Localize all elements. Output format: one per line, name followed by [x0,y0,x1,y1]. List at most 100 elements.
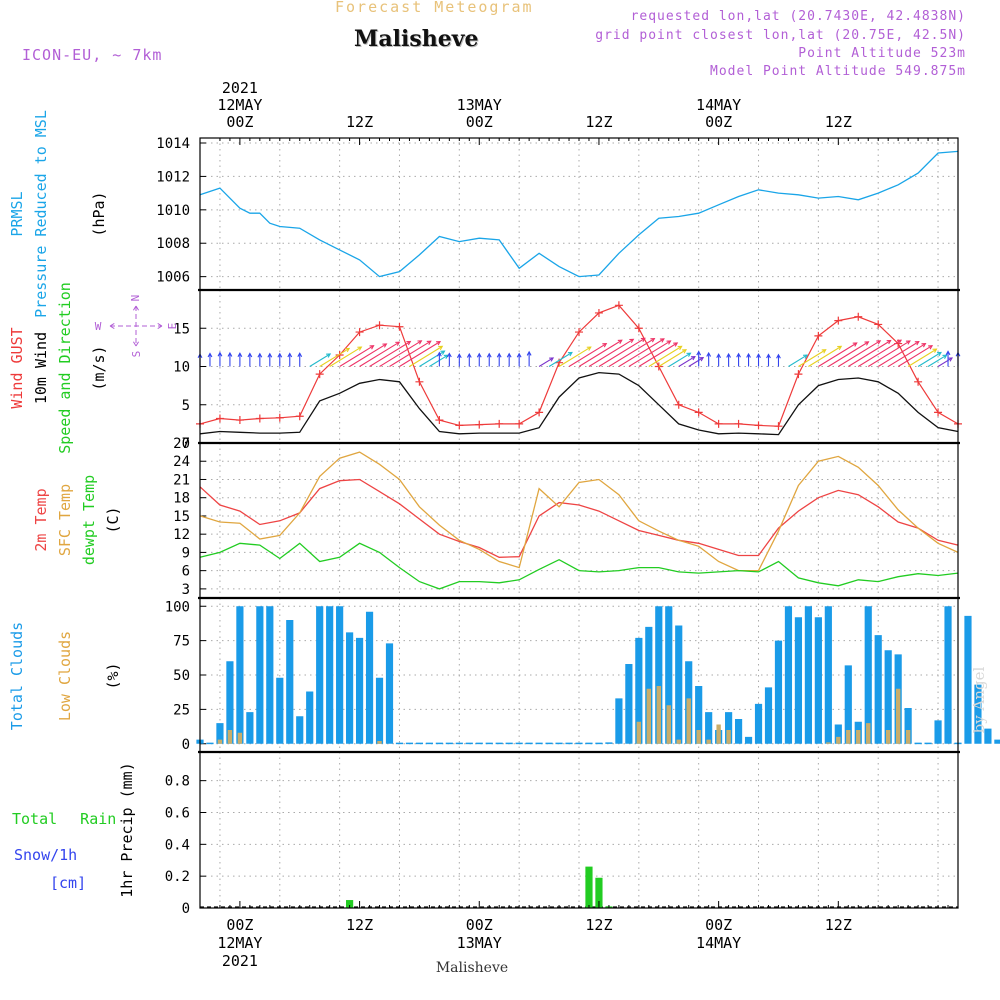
wind-gust-point [215,414,224,423]
total-cloud-bar [326,606,334,744]
wind-arrow [788,354,808,367]
lines-layer [196,150,962,590]
wind-arrow [818,342,858,367]
total-cloud-bar [375,677,384,744]
dewpt-label: dewpt Temp [80,475,98,565]
wind-arrow-head [438,345,444,351]
total-cloud-bar [216,723,224,744]
y-tick-label: 12 [173,527,190,543]
wind-arrow [678,356,696,367]
low-cloud-bar [846,730,851,744]
y-tick-label: 24 [173,454,190,470]
precip-unit-label: 1hr Precip (mm) [118,762,136,897]
total-cloud-bar [725,712,733,744]
wind-arrow-head [602,343,608,348]
wind-arrow-head [897,339,903,345]
wind-gust-label: Wind GUST [8,327,26,408]
wind-arrow-head [237,352,243,357]
wind-gust-point [694,408,703,417]
wind-arrow-head [686,352,692,357]
wind-gust-point [854,312,863,321]
time-label-top: 14MAY [696,96,741,114]
total-cloud-bar [355,637,364,744]
time-label-top: 00Z [226,113,253,131]
wind-arrow [638,342,678,367]
time-label-bottom: 13MAY [457,934,502,952]
total-cloud-bar [864,606,872,744]
wind-arrow-head [486,352,492,358]
wind-arrow-head [267,352,273,358]
wind-arrow [558,346,592,367]
low-cloud-bar [377,741,382,744]
compass-ns-arrow [132,305,140,347]
grid-layer [200,138,958,909]
y-tick-label: 15 [173,321,190,337]
total-cloud-bar [296,716,304,744]
total-cloud-bar [495,742,503,745]
low-clouds-label: Low Clouds [56,631,74,721]
precip-bar [595,877,603,908]
total-cloud-bar [425,742,433,745]
wind-gust-point [874,320,883,329]
wind-arrow-head [696,350,702,356]
total-cloud-bar [754,703,763,744]
low-cloud-bar [866,723,871,744]
low-cloud-bar [646,688,652,744]
wind-unit-label: (m/s) [90,345,108,390]
wind-arrow-head [706,351,712,357]
total-cloud-bar [246,712,254,744]
y-tick-label: 15 [173,509,190,525]
sfc-temp-label: SFC Temp [56,484,74,556]
y-tick-label: 0.6 [165,805,190,821]
wind-gust-point [495,419,504,428]
wind-arrow-head [876,340,882,345]
total-cloud-bar [914,742,922,745]
wind-10m-label: 10m Wind [32,332,50,404]
wind-arrow-head [446,352,452,358]
chart-title: Forecast Meteogram [335,0,534,16]
wind-gust-point [934,408,943,417]
wind-arrow [828,341,869,367]
wind-arrow [658,349,687,367]
precip-bar [346,900,354,908]
time-label-bottom: 2021 [222,952,258,970]
wind-arrow-head [395,341,401,346]
wind-arrow [917,352,942,367]
total-cloud-bar [505,742,513,745]
temp-2m-label: 2m Temp [32,488,50,551]
wind-arrow [538,357,554,367]
total-cloud-bar [336,606,344,744]
wind-arrow [618,338,665,367]
total-cloud-bar [625,664,633,744]
total-cloud-bar [226,661,234,744]
panel-frames-layer [198,137,960,909]
total-cloud-bar [734,719,743,744]
total-cloud-bar [834,724,842,744]
time-label-bottom: 14MAY [696,934,741,952]
total-cloud-bar [784,606,793,744]
total-cloud-bar [794,617,803,744]
point-altitude: Point Altitude 523m [798,46,966,61]
wind-gust-point [455,421,464,430]
wind-arrow [688,357,704,367]
wind-arrow-head [936,351,942,357]
y-tick-label: 21 [173,472,190,488]
wind-arrow [399,341,441,367]
time-label-top: 00Z [705,113,732,131]
low-cloud-bar [666,705,671,744]
low-cloud-bar [836,736,841,744]
wind-gust-point [794,370,803,379]
total-cloud-bar [395,742,404,745]
wind-speed-line [199,371,959,436]
time-label-top: 12MAY [217,96,262,114]
wind-arrow-head [682,349,688,354]
wind-arrow-head [466,352,472,358]
total-cloud-bar [385,643,394,744]
wind-arrow-head [247,352,253,358]
wind-gust-point [235,416,244,425]
y-tick-label: 0.4 [165,837,190,853]
pressure-line [199,150,959,278]
wind-arrow-head [440,350,446,355]
y-tick-label: 0 [182,901,190,917]
low-cloud-bar [826,742,831,744]
